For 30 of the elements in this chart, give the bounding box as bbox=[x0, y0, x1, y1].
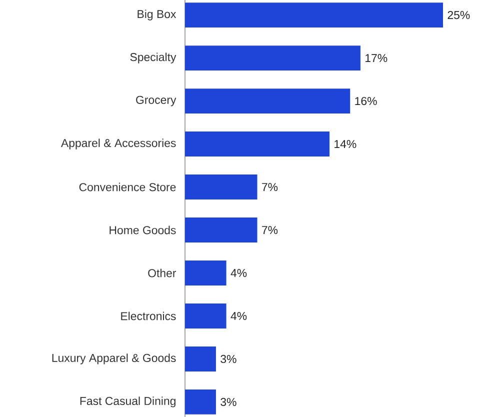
bar bbox=[185, 174, 258, 200]
data-label: 3% bbox=[220, 354, 236, 364]
y-tick-label: Electronics bbox=[121, 312, 176, 320]
data-label: 4% bbox=[230, 312, 247, 320]
data-label: 7% bbox=[262, 183, 278, 192]
data-label: 14% bbox=[334, 140, 356, 148]
data-label: 25% bbox=[448, 10, 470, 20]
bar bbox=[185, 2, 444, 28]
bar bbox=[185, 218, 258, 242]
bar bbox=[185, 389, 216, 414]
data-label: 16% bbox=[355, 96, 377, 106]
bar bbox=[185, 132, 330, 156]
data-label: 17% bbox=[366, 54, 388, 62]
bar bbox=[185, 260, 226, 286]
y-tick-label: Convenience Store bbox=[79, 182, 176, 192]
y-tick-label: Big Box bbox=[138, 10, 176, 20]
y-tick-label: Specialty bbox=[130, 52, 176, 64]
y-tick-label: Luxury Apparel & Goods bbox=[52, 354, 176, 364]
y-tick-label: Apparel & Accessories bbox=[60, 138, 176, 150]
y-tick-label: Home Goods bbox=[110, 226, 176, 234]
bar bbox=[185, 46, 360, 71]
bar bbox=[185, 88, 350, 114]
y-tick-label: Grocery bbox=[136, 96, 176, 106]
y-tick-label: Other bbox=[148, 268, 176, 278]
bar bbox=[185, 346, 216, 372]
data-label: 3% bbox=[220, 398, 236, 406]
data-label: 7% bbox=[262, 226, 278, 234]
bar bbox=[185, 304, 226, 328]
data-label: 4% bbox=[230, 268, 247, 277]
y-tick-label: Fast Casual Dining bbox=[80, 396, 176, 408]
